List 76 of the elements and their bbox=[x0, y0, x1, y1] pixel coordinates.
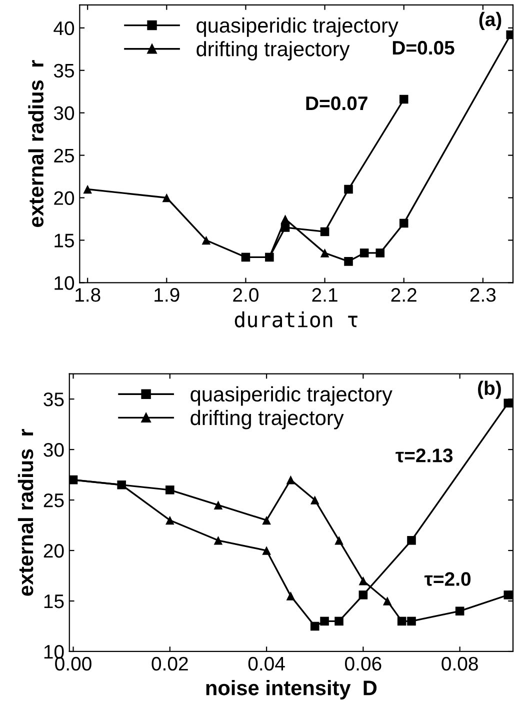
x-tick-label: 2.3 bbox=[470, 288, 496, 302]
point bbox=[320, 248, 330, 258]
point bbox=[83, 184, 92, 194]
y-tick-label: 35 bbox=[54, 64, 74, 78]
x-tick-label: 0.02 bbox=[152, 656, 188, 671]
point bbox=[407, 616, 416, 626]
point bbox=[455, 606, 464, 616]
point bbox=[69, 475, 78, 484]
point bbox=[166, 516, 174, 525]
x-tick-label: 2.0 bbox=[233, 288, 258, 302]
y-tick-label: 15 bbox=[54, 234, 74, 248]
point bbox=[162, 193, 172, 202]
x-tick-label: 2.1 bbox=[312, 288, 338, 302]
point bbox=[117, 480, 126, 490]
point bbox=[360, 248, 369, 258]
legend-label: drifting trajectory bbox=[196, 41, 350, 60]
y-tick-label: 25 bbox=[44, 493, 64, 508]
x-axis-title: duration τ bbox=[234, 311, 358, 328]
y-tick-label: 10 bbox=[54, 276, 74, 290]
x-tick-label: 2.2 bbox=[391, 288, 416, 302]
point bbox=[504, 398, 513, 408]
point bbox=[265, 252, 274, 262]
point bbox=[214, 500, 223, 510]
annotation: D=0.07 bbox=[306, 96, 368, 110]
point bbox=[399, 94, 408, 104]
y-tick-label: 20 bbox=[44, 544, 64, 558]
y-tick-label: 20 bbox=[54, 191, 74, 205]
legend-label: quasiperidic trajectory bbox=[196, 17, 398, 37]
legend-label: drifting trajectory bbox=[190, 410, 344, 430]
x-tick-label: 0.08 bbox=[442, 656, 478, 671]
y-tick-label: 30 bbox=[54, 106, 74, 120]
point bbox=[399, 218, 408, 228]
point bbox=[214, 536, 223, 545]
y-tick-label: 25 bbox=[54, 148, 74, 163]
x-axis-title: noise intensity D bbox=[206, 680, 377, 700]
annotation: D=0.05 bbox=[392, 40, 454, 55]
x-tick-label: 0.04 bbox=[248, 656, 285, 671]
annotation: τ=2.13 bbox=[396, 448, 453, 462]
point bbox=[358, 576, 368, 586]
x-tick-label: 1.8 bbox=[76, 288, 100, 302]
point bbox=[166, 486, 174, 494]
point bbox=[320, 616, 329, 626]
point bbox=[280, 223, 290, 232]
x-tick-label: 1.9 bbox=[154, 288, 180, 302]
y-tick-label: 40 bbox=[54, 21, 74, 36]
point bbox=[344, 257, 353, 266]
point bbox=[334, 536, 344, 545]
point bbox=[376, 248, 385, 258]
point bbox=[286, 592, 296, 600]
point bbox=[202, 236, 211, 245]
y-tick-label: 30 bbox=[44, 443, 64, 457]
point bbox=[280, 214, 290, 224]
point bbox=[344, 184, 353, 194]
annotation: (b) bbox=[478, 380, 501, 399]
point bbox=[262, 516, 271, 525]
point bbox=[382, 596, 392, 606]
y-tick-label: 35 bbox=[44, 392, 64, 406]
point bbox=[504, 590, 513, 600]
point bbox=[286, 475, 296, 484]
point bbox=[262, 546, 271, 555]
point bbox=[320, 227, 330, 236]
point bbox=[310, 496, 320, 504]
point bbox=[334, 616, 344, 626]
annotation: τ=2.0 bbox=[424, 572, 471, 586]
point bbox=[407, 536, 416, 545]
point bbox=[310, 622, 320, 631]
point bbox=[397, 616, 406, 626]
y-axis-title: external radius r bbox=[28, 60, 44, 227]
annotation: (a) bbox=[479, 12, 502, 30]
x-tick-label: 0.06 bbox=[345, 656, 382, 671]
point bbox=[241, 252, 250, 262]
x-tick-label: 0.00 bbox=[55, 656, 92, 671]
y-tick-label: 15 bbox=[44, 594, 64, 608]
y-axis-title: external radius r bbox=[18, 429, 34, 596]
point bbox=[358, 590, 368, 600]
legend-label: quasiperidic trajectory bbox=[190, 386, 392, 406]
